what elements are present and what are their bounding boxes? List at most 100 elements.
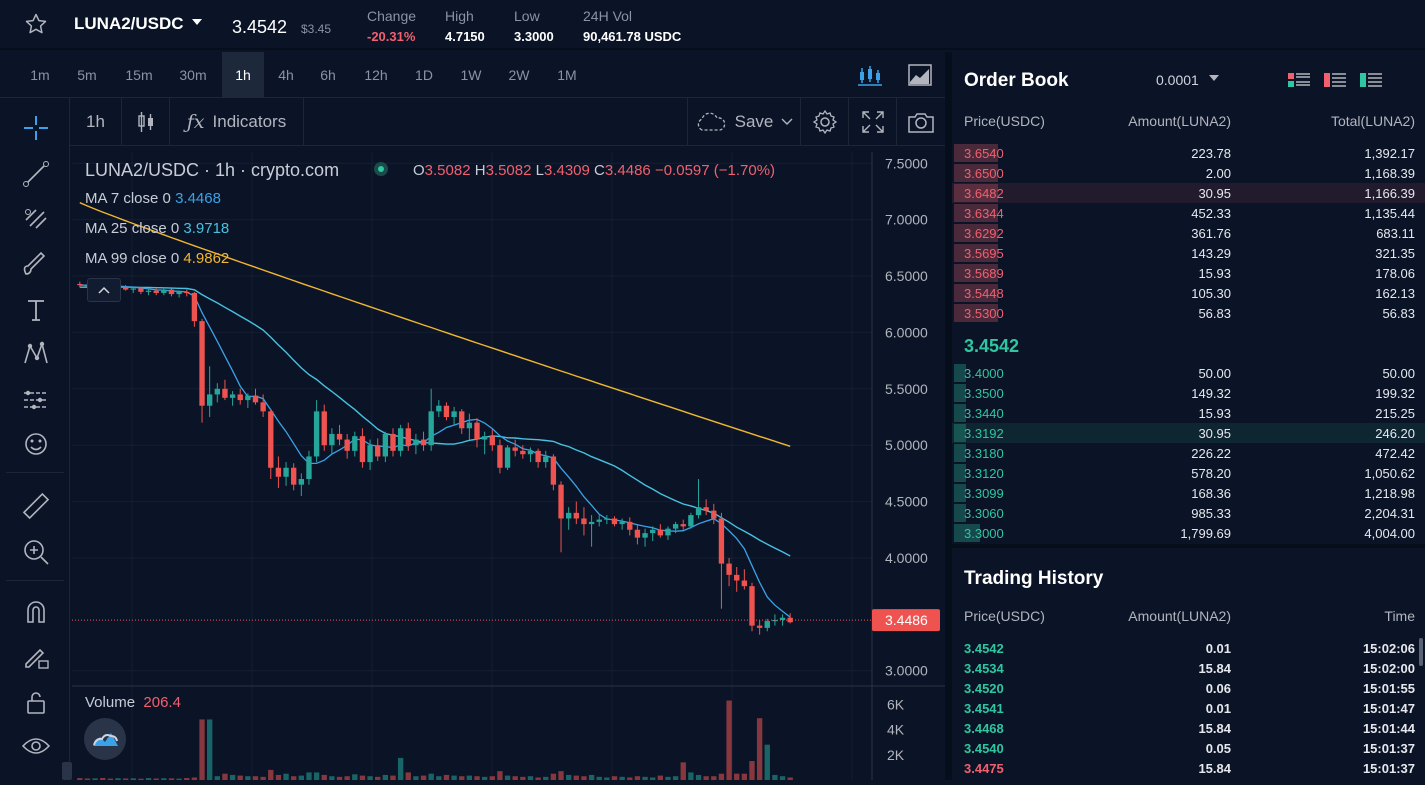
- chart-title-text: LUNA2/USDC · 1h · crypto.com: [85, 160, 340, 180]
- row-price: 3.3099: [964, 486, 1004, 501]
- chart-area[interactable]: 7.5000 7.0000 6.5000 6.0000 5.5000 5.0000 4.50…: [62, 152, 945, 780]
- collapse-toolbar-button[interactable]: [62, 762, 72, 780]
- collapse-legend-button[interactable]: [87, 278, 121, 302]
- bid-row[interactable]: 3.3440 15.93 215.25: [952, 403, 1425, 423]
- precision-select[interactable]: 0.0001: [1156, 72, 1219, 88]
- trend-line-icon[interactable]: [20, 158, 52, 190]
- row-price: 3.4468: [964, 721, 1004, 736]
- candle-body: [718, 518, 725, 564]
- ma25-legend[interactable]: MA 25 close 0 3.9718: [85, 220, 229, 237]
- brush-icon[interactable]: [20, 248, 52, 280]
- ask-row[interactable]: 3.5695 143.29 321.35: [952, 243, 1425, 263]
- candle-body: [306, 456, 312, 480]
- interval-1m-month[interactable]: 1M: [557, 67, 577, 83]
- volume-axis-label: 4K: [887, 722, 905, 738]
- volume-bar: [672, 776, 679, 780]
- candlestick-chart-icon[interactable]: [858, 64, 882, 86]
- interval-2w[interactable]: 2W: [508, 67, 530, 83]
- ask-row[interactable]: 3.6292 361.76 683.11: [952, 223, 1425, 243]
- interval-5m[interactable]: 5m: [77, 67, 97, 83]
- row-price: 3.4475: [964, 761, 1004, 776]
- volume-bar: [512, 776, 518, 780]
- bid-row[interactable]: 3.3000 1,799.69 4,004.00: [952, 523, 1425, 543]
- row-total: 1,218.98: [1364, 486, 1415, 501]
- tradingview-logo[interactable]: [84, 718, 126, 760]
- bid-row[interactable]: 3.3500 149.32 199.32: [952, 383, 1425, 403]
- volume-bar: [764, 744, 770, 780]
- trade-row[interactable]: 3.4540 0.05 15:01:37: [952, 738, 1425, 758]
- candle-body: [268, 411, 274, 468]
- interval-1w[interactable]: 1W: [460, 67, 482, 83]
- row-price: 3.3180: [964, 446, 1004, 461]
- ma99-legend[interactable]: MA 99 close 0 4.9862: [85, 250, 229, 267]
- volume-bar: [405, 772, 411, 780]
- area-chart-icon[interactable]: [908, 64, 932, 86]
- magnet-icon[interactable]: [20, 596, 52, 628]
- fullscreen-button[interactable]: [849, 98, 897, 146]
- emoji-icon[interactable]: [20, 428, 52, 460]
- trade-row[interactable]: 3.4475 15.84 15:01:37: [952, 758, 1425, 778]
- interval-1m[interactable]: 1m: [30, 67, 50, 83]
- interval-15m[interactable]: 15m: [125, 67, 153, 83]
- ask-row[interactable]: 3.5448 105.30 162.13: [952, 283, 1425, 303]
- bid-row[interactable]: 3.4000 50.00 50.00: [952, 363, 1425, 383]
- ask-row[interactable]: 3.5300 56.83 56.83: [952, 303, 1425, 323]
- bid-row[interactable]: 3.3099 168.36 1,218.98: [952, 483, 1425, 503]
- ask-row[interactable]: 3.6540 223.78 1,392.17: [952, 143, 1425, 163]
- interval-1h[interactable]: 1h: [222, 52, 264, 98]
- trade-row[interactable]: 3.4520 0.06 15:01:55: [952, 678, 1425, 698]
- trade-row[interactable]: 3.4468 15.84 15:01:44: [952, 718, 1425, 738]
- interval-6h[interactable]: 6h: [320, 67, 336, 83]
- zoom-in-icon[interactable]: [20, 536, 52, 568]
- star-icon[interactable]: [24, 12, 48, 36]
- lock-drawing-icon[interactable]: [20, 640, 52, 672]
- candle-body: [565, 512, 572, 519]
- interval-1d[interactable]: 1D: [415, 67, 433, 83]
- pair-selector[interactable]: LUNA2/USDC: [74, 14, 202, 34]
- candle-body: [405, 428, 411, 446]
- ruler-icon[interactable]: [20, 490, 52, 522]
- interval-12h[interactable]: 12h: [364, 67, 388, 83]
- text-tool-icon[interactable]: [20, 294, 52, 326]
- screenshot-button[interactable]: [897, 98, 945, 146]
- interval-4h[interactable]: 4h: [278, 67, 294, 83]
- crosshair-icon[interactable]: [20, 112, 52, 144]
- trade-row[interactable]: 3.4542 0.01 15:02:06: [952, 638, 1425, 658]
- trade-row[interactable]: 3.4541 0.01 15:01:47: [952, 698, 1425, 718]
- ma7-legend[interactable]: MA 7 close 0 3.4468: [85, 190, 221, 207]
- ask-row[interactable]: 3.6482 30.95 1,166.39: [952, 183, 1425, 203]
- volume-bar: [390, 775, 396, 780]
- prediction-icon[interactable]: [20, 384, 52, 416]
- ask-row[interactable]: 3.6500 2.00 1,168.39: [952, 163, 1425, 183]
- bid-row[interactable]: 3.3060 985.33 2,204.31: [952, 503, 1425, 523]
- bid-row[interactable]: 3.3180 226.22 472.42: [952, 443, 1425, 463]
- save-button[interactable]: Save: [687, 98, 801, 146]
- price-chart[interactable]: 7.5000 7.0000 6.5000 6.0000 5.5000 5.0000 4.50…: [72, 152, 945, 780]
- ma25-line: [79, 286, 791, 557]
- bid-row[interactable]: 3.3120 578.20 1,050.62: [952, 463, 1425, 483]
- fib-retracement-icon[interactable]: [20, 202, 52, 234]
- view-both-icon[interactable]: [1288, 72, 1310, 88]
- interval-30m[interactable]: 30m: [179, 67, 207, 83]
- ask-row[interactable]: 3.6344 452.33 1,135.44: [952, 203, 1425, 223]
- panel-divider[interactable]: [945, 52, 952, 780]
- indicators-button[interactable]: ƒx Indicators: [170, 98, 304, 146]
- trade-row[interactable]: 3.4534 15.84 15:02:00: [952, 658, 1425, 678]
- settings-button[interactable]: [801, 98, 849, 146]
- chart-interval-button[interactable]: 1h: [70, 98, 122, 146]
- candle-body: [199, 321, 205, 406]
- bid-row[interactable]: 3.3192 30.95 246.20: [952, 423, 1425, 443]
- scrollbar[interactable]: [1419, 638, 1423, 666]
- pattern-icon[interactable]: [20, 338, 52, 370]
- candle-body: [451, 411, 457, 417]
- price-axis-label: 5.5000: [885, 381, 928, 397]
- ma-label: MA 7 close 0: [85, 190, 171, 207]
- chart-type-button[interactable]: [122, 98, 170, 146]
- ask-row[interactable]: 3.5689 15.93 178.06: [952, 263, 1425, 283]
- eye-icon[interactable]: [20, 730, 52, 762]
- volume-bar: [619, 776, 625, 780]
- unlock-icon[interactable]: [20, 686, 52, 718]
- view-asks-icon[interactable]: [1324, 72, 1346, 88]
- view-bids-icon[interactable]: [1360, 72, 1382, 88]
- volume-bar: [115, 778, 121, 780]
